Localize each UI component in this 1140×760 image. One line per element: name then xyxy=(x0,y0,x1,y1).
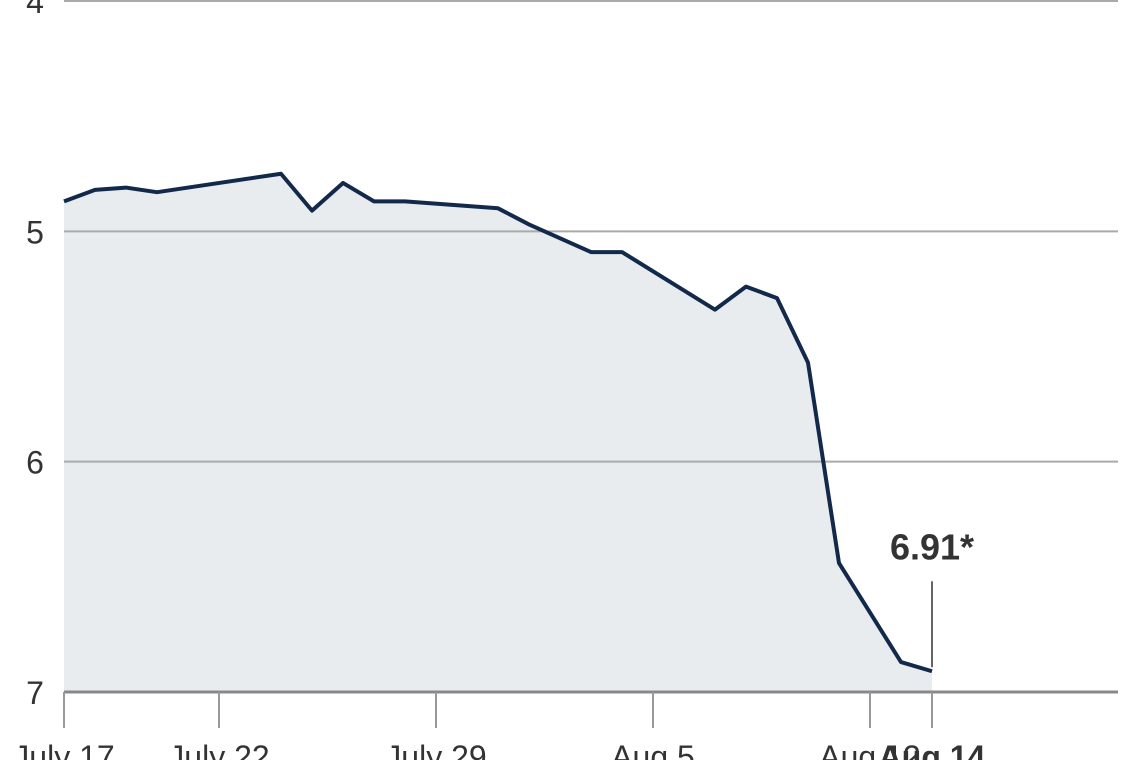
x-tick-label: Aug 14 xyxy=(879,739,986,760)
x-tick-label: July 29 xyxy=(385,739,486,760)
y-tick-label: 7 xyxy=(26,675,44,711)
line xyxy=(63,171,933,674)
y-tick-label: 4 xyxy=(26,0,44,20)
x-tick-label: Aug 12 xyxy=(819,739,920,760)
area xyxy=(64,173,932,692)
x-tick-label: Aug 5 xyxy=(611,739,695,760)
y-tick-label: 5 xyxy=(26,214,44,250)
y-tick-label: 6 xyxy=(26,445,44,481)
x-tick-label: July 22 xyxy=(168,739,269,760)
value-label: 6.91* xyxy=(890,526,974,567)
x-tick-label: July 17 xyxy=(13,739,114,760)
